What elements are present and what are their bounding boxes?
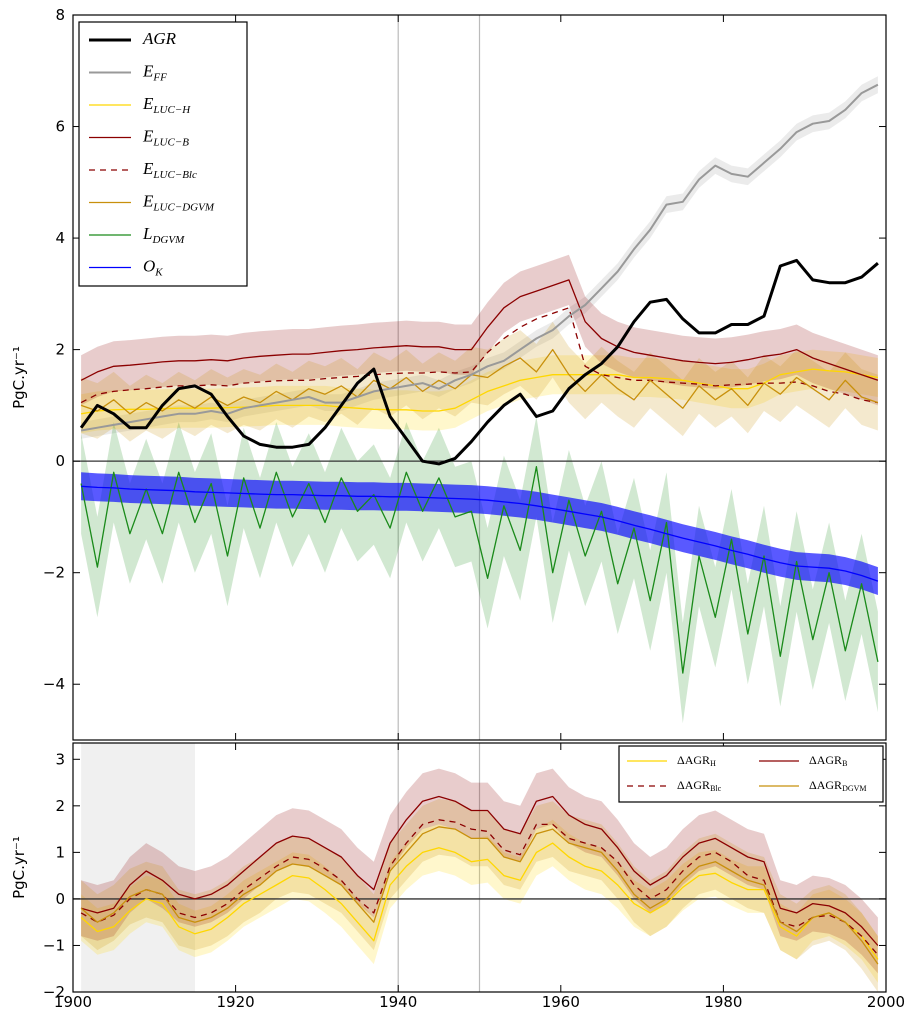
y-axis-label: PgC.yr⁻¹ (10, 346, 28, 409)
legend-name: E (142, 94, 154, 113)
legend-name: E (142, 126, 154, 145)
legend-subscript: K (154, 266, 163, 278)
uncertainty-band (81, 321, 878, 442)
legend-label: ΔAGRBlc (677, 778, 722, 793)
legend-name: ΔAGR (677, 753, 710, 767)
shaded-span (81, 743, 195, 992)
legend-label: OK (143, 256, 163, 278)
series-line (80, 842, 879, 960)
plot-frame (72, 742, 887, 993)
plot-area (73, 15, 886, 740)
y-tick-label: 0 (55, 890, 65, 908)
uncertainty-band (81, 798, 878, 992)
legend-label: ELUC−DGVM (142, 191, 215, 213)
series-line (80, 826, 879, 965)
legend-subscript: LUC−H (152, 104, 191, 116)
x-tick-label: 2000 (867, 993, 905, 1010)
y-tick-label: 2 (55, 341, 65, 359)
legend-subscript: LUC−B (152, 136, 189, 148)
legend-name: E (142, 61, 154, 80)
y-tick-label: −2 (43, 564, 65, 582)
x-tick-label: 1960 (542, 993, 580, 1010)
legend-subscript: Blc (710, 784, 722, 793)
legend-subscript: DGVM (842, 784, 866, 793)
legend-label: ΔAGRH (677, 753, 716, 768)
legend-box (618, 745, 884, 803)
y-tick-label: 4 (55, 229, 65, 247)
y-tick-label: −4 (43, 675, 65, 693)
legend-subscript: FF (152, 71, 167, 83)
y-tick-label: −2 (43, 983, 65, 1001)
y-tick-label: 0 (55, 452, 65, 470)
x-tick-label: 1920 (217, 993, 255, 1010)
uncertainty-band (81, 349, 878, 434)
uncertainty-band (81, 819, 878, 983)
legend-name: E (142, 191, 154, 210)
series-line (80, 795, 879, 946)
plot-frame (72, 14, 887, 741)
x-tick-label: 1980 (704, 993, 742, 1010)
y-tick-label: 3 (55, 750, 65, 768)
legend-label: ΔAGRB (809, 753, 847, 768)
legend-label: EFF (142, 61, 167, 83)
y-tick-label: 6 (55, 118, 65, 136)
legend-label: ELUC−H (142, 94, 191, 116)
legend-name: ΔAGR (809, 778, 842, 792)
series-line (79, 258, 879, 466)
y-tick-label: 2 (55, 797, 65, 815)
legend-subscript: H (710, 759, 716, 768)
series-line (80, 466, 879, 674)
legend-label: ELUC−B (142, 126, 189, 148)
uncertainty-band (81, 76, 878, 439)
y-axis-label: PgC.yr⁻¹ (10, 836, 28, 899)
uncertainty-band (81, 254, 878, 406)
uncertainty-band (81, 768, 878, 974)
uncertainty-band (81, 472, 878, 595)
legend-subscript: LUC−Blc (152, 169, 197, 181)
legend-box (78, 21, 248, 287)
legend-subscript: DGVM (151, 234, 185, 246)
y-tick-label: −1 (43, 936, 65, 954)
legend-name: L (142, 224, 152, 243)
plot-area (73, 743, 886, 992)
x-tick-label: 1940 (379, 993, 417, 1010)
legend-label: ΔAGRDGVM (809, 778, 867, 793)
x-tick-label: 1900 (54, 993, 92, 1010)
y-tick-label: 1 (55, 843, 65, 861)
series-line (80, 819, 879, 956)
legend-name: AGR (142, 29, 177, 48)
legend-subscript: B (842, 759, 847, 768)
legend-name: ΔAGR (809, 753, 842, 767)
y-tick-label: 8 (55, 6, 65, 24)
legend-subscript: LUC−DGVM (152, 201, 214, 213)
legend-name: E (142, 159, 154, 178)
series-line (80, 83, 879, 432)
legend-label: ELUC−Blc (142, 159, 197, 181)
series-line (81, 485, 879, 582)
series-line (80, 307, 879, 404)
legend-name: O (143, 256, 155, 275)
series-line (80, 368, 879, 415)
legend-label: AGR (142, 29, 177, 48)
legend-label: LDGVM (142, 224, 185, 246)
series-line (80, 279, 879, 381)
legend-name: ΔAGR (677, 778, 710, 792)
